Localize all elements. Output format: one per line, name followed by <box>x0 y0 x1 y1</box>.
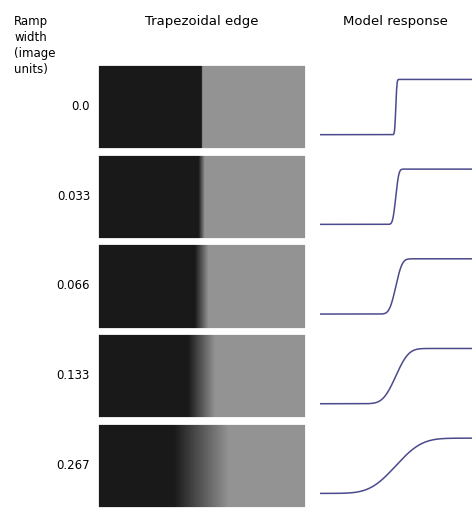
Text: Model response: Model response <box>343 15 448 28</box>
Text: Trapezoidal edge: Trapezoidal edge <box>145 15 258 28</box>
Text: 0.033: 0.033 <box>57 190 90 203</box>
Text: 0.267: 0.267 <box>56 459 90 472</box>
Text: Ramp
width
(image
units): Ramp width (image units) <box>14 15 56 76</box>
Text: 0.133: 0.133 <box>57 369 90 382</box>
Text: 0.066: 0.066 <box>56 280 90 292</box>
Text: 0.0: 0.0 <box>72 100 90 113</box>
